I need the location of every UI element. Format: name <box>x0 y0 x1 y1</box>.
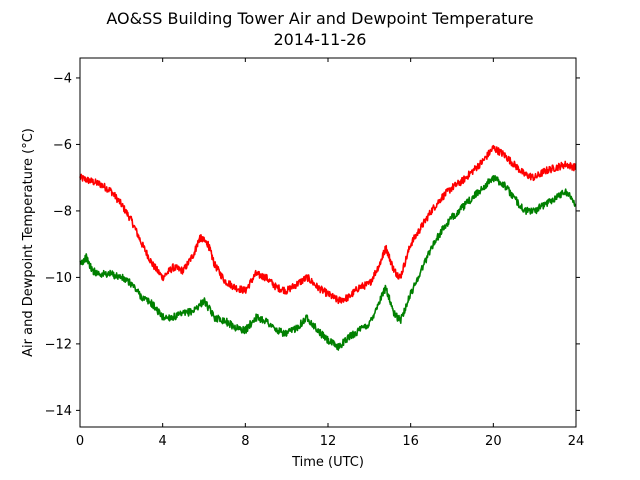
plot-frame <box>79 57 577 428</box>
y-tick-label: −12 <box>45 337 72 352</box>
y-tick-label: −14 <box>45 404 72 419</box>
plot-area: 0 4 8 12 16 20 24 −14 −12 −10 −8 −6 −4 <box>45 57 585 449</box>
y-tick-label: −8 <box>53 204 72 219</box>
chart-title: AO&SS Building Tower Air and Dewpoint Te… <box>106 9 533 28</box>
series-group <box>79 144 577 351</box>
x-tick-label: 0 <box>76 434 84 449</box>
series-line-2 <box>79 174 577 351</box>
x-tick-label: 16 <box>402 434 419 449</box>
y-tick-label: −6 <box>53 138 72 153</box>
x-tick-label: 12 <box>320 434 337 449</box>
y-axis-label: Air and Dewpoint Temperature (°C) <box>21 128 36 357</box>
series-line-1 <box>79 144 577 305</box>
ticks-group: 0 4 8 12 16 20 24 −14 −12 −10 −8 −6 −4 <box>45 58 585 449</box>
y-tick-label: −4 <box>53 71 72 86</box>
x-tick-label: 8 <box>241 434 249 449</box>
x-axis-label: Time (UTC) <box>291 455 364 470</box>
chart-subtitle: 2014-11-26 <box>274 30 367 49</box>
x-tick-label: 24 <box>568 434 585 449</box>
y-tick-label: −10 <box>45 271 72 286</box>
x-tick-label: 4 <box>159 434 167 449</box>
x-tick-label: 20 <box>485 434 502 449</box>
